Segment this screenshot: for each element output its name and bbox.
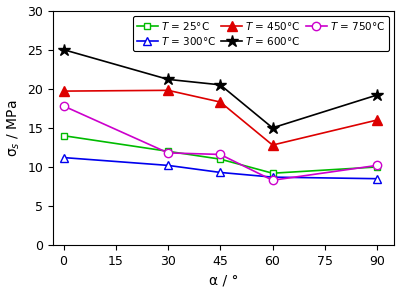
Line: $T$ = 750°C: $T$ = 750°C bbox=[59, 102, 381, 184]
$T$ = 25°C bbox=[218, 157, 223, 161]
$T$ = 450°C bbox=[61, 89, 66, 93]
Legend: $T$ = 25°C, $T$ = 300°C, $T$ = 450°C, $T$ = 600°C, $T$ = 750°C: $T$ = 25°C, $T$ = 300°C, $T$ = 450°C, $T… bbox=[132, 16, 389, 51]
$T$ = 600°C bbox=[218, 83, 223, 87]
$T$ = 300°C bbox=[270, 176, 275, 179]
$T$ = 300°C bbox=[61, 156, 66, 159]
$T$ = 300°C bbox=[375, 177, 380, 180]
$T$ = 750°C bbox=[218, 153, 223, 156]
$T$ = 450°C bbox=[166, 88, 170, 92]
Line: $T$ = 25°C: $T$ = 25°C bbox=[60, 132, 380, 177]
$T$ = 25°C bbox=[166, 149, 170, 153]
Line: $T$ = 300°C: $T$ = 300°C bbox=[59, 154, 381, 183]
$T$ = 25°C bbox=[375, 165, 380, 169]
$T$ = 600°C bbox=[61, 48, 66, 51]
$T$ = 750°C bbox=[166, 151, 170, 155]
$T$ = 450°C bbox=[218, 100, 223, 104]
Line: $T$ = 450°C: $T$ = 450°C bbox=[59, 86, 382, 150]
$T$ = 450°C bbox=[375, 118, 380, 122]
$T$ = 600°C bbox=[270, 126, 275, 130]
Line: $T$ = 600°C: $T$ = 600°C bbox=[57, 43, 383, 134]
$T$ = 750°C bbox=[270, 178, 275, 182]
$T$ = 750°C bbox=[375, 164, 380, 167]
$T$ = 600°C bbox=[375, 93, 380, 97]
$T$ = 750°C bbox=[61, 104, 66, 108]
$T$ = 25°C bbox=[270, 171, 275, 175]
X-axis label: α / °: α / ° bbox=[209, 273, 238, 287]
$T$ = 450°C bbox=[270, 143, 275, 147]
$T$ = 300°C bbox=[166, 164, 170, 167]
Y-axis label: σ$_s$ / MPa: σ$_s$ / MPa bbox=[6, 99, 22, 157]
$T$ = 300°C bbox=[218, 171, 223, 174]
$T$ = 25°C bbox=[61, 134, 66, 137]
$T$ = 600°C bbox=[166, 78, 170, 81]
